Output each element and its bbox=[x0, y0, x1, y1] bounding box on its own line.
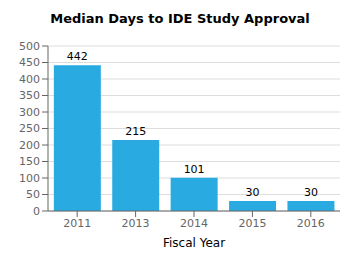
svg-text:2013: 2013 bbox=[122, 217, 150, 230]
svg-text:100: 100 bbox=[19, 172, 40, 185]
svg-text:350: 350 bbox=[19, 89, 40, 102]
svg-text:215: 215 bbox=[125, 125, 146, 138]
svg-text:200: 200 bbox=[19, 139, 40, 152]
svg-text:500: 500 bbox=[19, 40, 40, 53]
svg-text:300: 300 bbox=[19, 106, 40, 119]
svg-text:30: 30 bbox=[246, 186, 260, 199]
svg-text:250: 250 bbox=[19, 122, 40, 135]
svg-text:2014: 2014 bbox=[180, 217, 208, 230]
svg-text:442: 442 bbox=[67, 50, 88, 63]
svg-text:2015: 2015 bbox=[238, 217, 266, 230]
svg-text:400: 400 bbox=[19, 73, 40, 86]
svg-text:101: 101 bbox=[184, 163, 205, 176]
svg-text:150: 150 bbox=[19, 155, 40, 168]
svg-text:0: 0 bbox=[33, 205, 40, 218]
svg-text:Fiscal Year: Fiscal Year bbox=[163, 236, 225, 250]
svg-text:450: 450 bbox=[19, 56, 40, 69]
svg-text:30: 30 bbox=[304, 186, 318, 199]
html-text:Median Days to IDE Study Appro: Median Days to IDE Study Approval bbox=[50, 11, 310, 26]
svg-text:2011: 2011 bbox=[63, 217, 91, 230]
svg-text:2016: 2016 bbox=[297, 217, 325, 230]
svg-text:50: 50 bbox=[26, 188, 40, 201]
